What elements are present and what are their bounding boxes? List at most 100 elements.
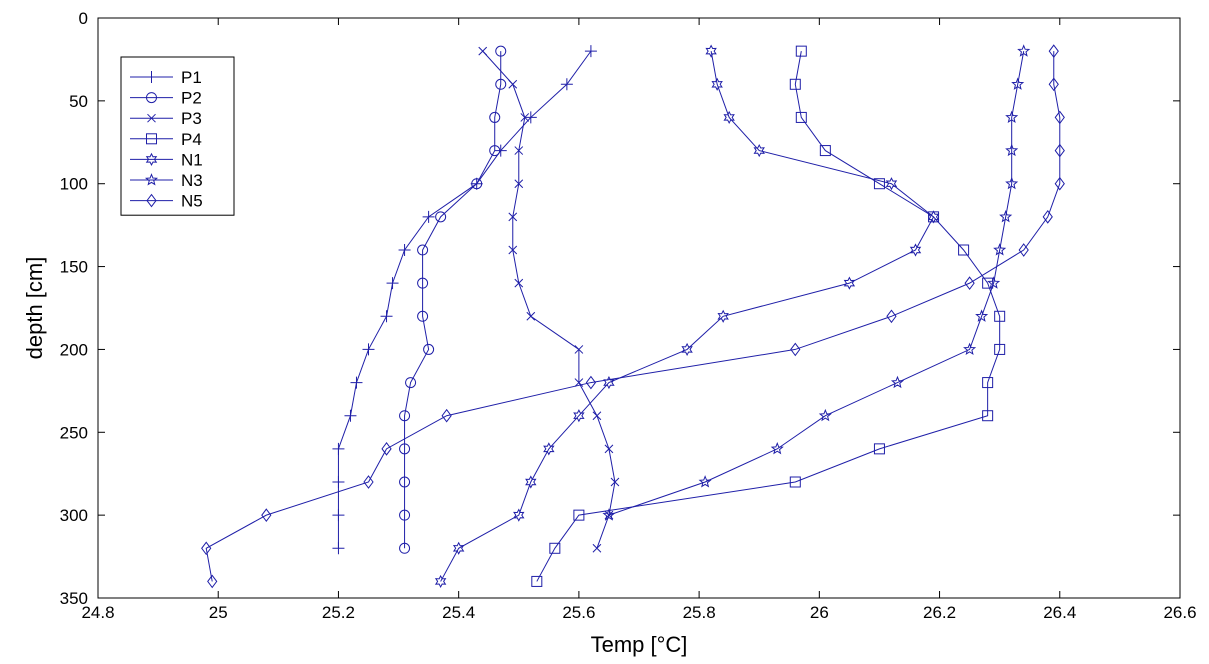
series-p4-point (795, 45, 807, 57)
series-n5-point (1042, 210, 1053, 224)
series-n1-point (573, 409, 585, 423)
x-tick-label: 25.2 (322, 603, 355, 622)
legend-marker-p3 (147, 113, 156, 123)
y-tick-label: 150 (60, 258, 88, 277)
series-n5-point (964, 276, 975, 290)
series-n1-point (753, 143, 765, 158)
series-n1-point (843, 276, 856, 290)
x-tick-label: 24.8 (81, 603, 114, 622)
series-p3-point (508, 245, 518, 255)
series-p3-point (478, 46, 488, 56)
series-p2-point (399, 542, 411, 554)
series-p1-point (398, 244, 411, 256)
series-n5-point (1054, 143, 1065, 158)
series-n1-point (711, 77, 723, 91)
series-p4-point (819, 145, 831, 157)
series-p3-point (604, 444, 614, 454)
x-axis-label: Temp [°C] (591, 632, 688, 657)
legend-marker-n3 (144, 173, 159, 186)
series-n1 (434, 44, 940, 589)
series-p4-point (873, 178, 885, 190)
series-p3-point (574, 378, 584, 387)
series-p1-point (332, 476, 345, 488)
series-p2-point (495, 45, 507, 57)
x-tick-label: 25.6 (562, 603, 595, 622)
series-p2-point (417, 310, 429, 322)
series-n3-point (1005, 176, 1019, 190)
plot-area-frame (97, 17, 1181, 599)
legend-item-n3: N3 (130, 171, 203, 190)
series-p4-line (536, 51, 1001, 582)
series-n3-point (1005, 110, 1019, 123)
series-n1-point (603, 375, 615, 390)
series-p3-point (514, 278, 524, 288)
series-p4-point (982, 377, 994, 389)
y-tick-label: 100 (60, 175, 88, 194)
series-p1-point (344, 409, 357, 422)
series-p1-point (524, 111, 537, 124)
x-tick-label: 25.4 (442, 603, 475, 622)
series-n1-point (885, 177, 898, 191)
series-p3-point (574, 345, 584, 354)
series-n3-point (818, 408, 832, 422)
legend-item-p1: P1 (130, 68, 202, 87)
series-n5-line (205, 51, 1061, 582)
y-tick-label: 0 (79, 9, 88, 28)
legend-item-p2: P2 (130, 89, 202, 108)
series-p4-point (982, 410, 994, 422)
series-n3-point (993, 243, 1007, 256)
series-p2-point (399, 476, 411, 488)
series-p3-line (482, 50, 616, 549)
series-p3-point (592, 543, 602, 553)
legend-marker-p4 (146, 133, 157, 145)
series-p2-point (471, 178, 483, 190)
series-p4 (531, 45, 1006, 587)
legend-item-p4: P4 (130, 130, 202, 149)
y-axis-label: depth [cm] (22, 257, 47, 360)
series-p4-point (994, 310, 1006, 322)
series-n5-point (1048, 77, 1059, 92)
series-p2-line (404, 51, 502, 549)
series-n1-point (681, 342, 693, 357)
series-p1-point (560, 78, 573, 91)
series-n3-point (1005, 143, 1019, 157)
series-p3-point (526, 311, 536, 321)
series-p4-point (958, 244, 970, 256)
legend-label-n5: N5 (181, 192, 203, 211)
series-n1-line (440, 51, 935, 582)
y-tick-label: 300 (60, 506, 88, 525)
series-p2-point (417, 277, 429, 289)
series-p1 (332, 45, 597, 555)
series-p1-point (332, 509, 345, 522)
series-n5-point (201, 541, 212, 556)
series-p2-point (495, 78, 507, 90)
series-p2-point (423, 343, 435, 355)
series-p1-point (584, 45, 597, 58)
series-p4-point (789, 476, 801, 488)
series-n3-point (890, 375, 905, 389)
tick-labels: 24.8 25 25.2 25.4 25.6 25.8 26 26.2 26.4 26.6 0 50 1… (60, 9, 1197, 622)
series-n3-point (999, 210, 1013, 223)
series-n3-point (1017, 44, 1031, 57)
series-n1-point (452, 541, 465, 555)
x-tick-label: 25 (209, 603, 228, 622)
series-n1-point (513, 508, 525, 522)
series-p4-point (573, 509, 585, 521)
series-n5-point (1048, 44, 1059, 58)
series-p3 (478, 46, 620, 553)
series-n1-point (705, 44, 717, 58)
series-p4-point (873, 443, 885, 455)
legend-box (120, 56, 235, 216)
series-n1-point (909, 243, 922, 257)
series-n3-point (1011, 77, 1025, 90)
series-p3-point (592, 411, 602, 421)
series-p1-point (332, 442, 345, 455)
series-n5-point (441, 408, 452, 423)
series-n5-point (207, 574, 218, 589)
series-p2-point (399, 443, 411, 455)
series-p4-point (795, 111, 807, 123)
series-p2-point (405, 377, 417, 389)
series-n3 (602, 44, 1031, 521)
legend-marker-p2 (146, 92, 157, 104)
